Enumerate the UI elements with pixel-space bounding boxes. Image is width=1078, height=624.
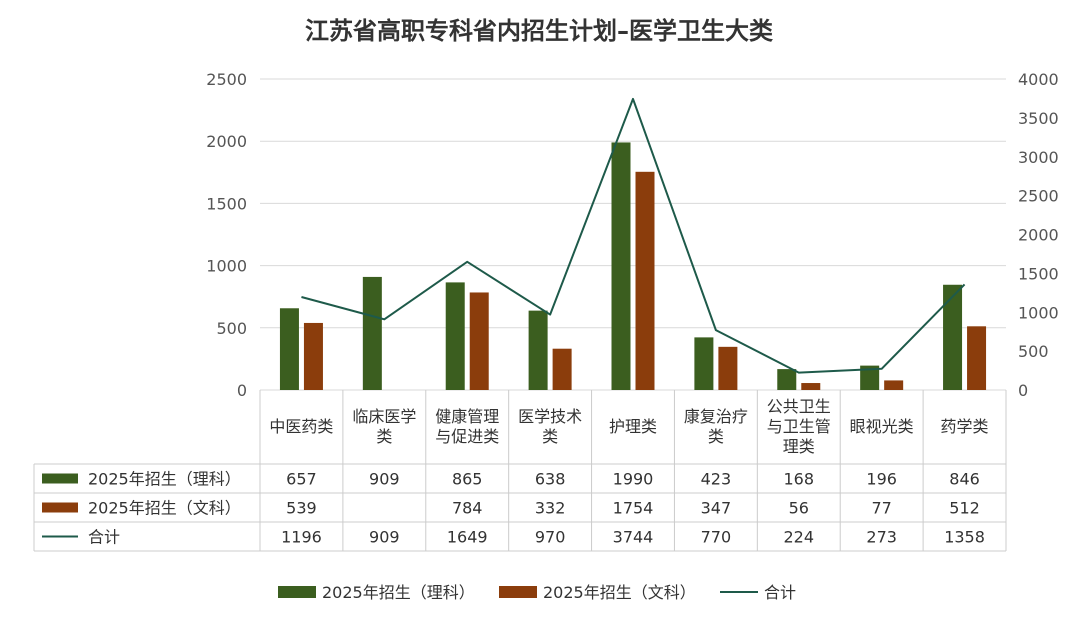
- legend-key: [278, 586, 316, 598]
- table-series-name: 合计: [88, 528, 120, 547]
- bar-series-1-4: [635, 171, 655, 390]
- category-label: 类: [708, 427, 724, 446]
- table-value: 423: [701, 470, 732, 489]
- bar-series-1-5: [718, 346, 738, 390]
- table-value: 1649: [447, 528, 488, 547]
- table-value: 909: [369, 528, 400, 547]
- table-value: 1990: [613, 470, 654, 489]
- right-tick-label: 1500: [1018, 264, 1059, 283]
- table-value: 512: [949, 499, 980, 518]
- bar-series-0-0: [279, 308, 299, 390]
- category-label: 医学技术: [518, 407, 582, 426]
- category-label: 与卫生管: [767, 417, 831, 436]
- bar-series-1-8: [967, 326, 987, 390]
- bar-series-0-7: [860, 365, 880, 390]
- bar-series-1-0: [303, 322, 323, 390]
- table-value: 970: [535, 528, 566, 547]
- category-label: 中医药类: [269, 417, 333, 436]
- left-tick-label: 2500: [206, 70, 247, 89]
- table-series-key: [42, 473, 78, 484]
- left-tick-label: 0: [237, 381, 247, 400]
- legend-label: 合计: [764, 583, 796, 602]
- total-line: [301, 97, 966, 374]
- category-label: 类: [542, 427, 558, 446]
- bar-series-1-2: [469, 292, 489, 390]
- right-tick-label: 4000: [1018, 70, 1059, 89]
- table-value: 1196: [281, 528, 322, 547]
- category-label: 康复治疗: [684, 407, 748, 426]
- right-tick-label: 0: [1018, 381, 1028, 400]
- bar-series-0-6: [777, 369, 797, 390]
- table-value: 3744: [613, 528, 654, 547]
- legend: 2025年招生（理科） 2025年招生（文科） 合计: [278, 583, 796, 602]
- table-value: 638: [535, 470, 566, 489]
- legend-label: 2025年招生（理科）: [322, 583, 475, 602]
- right-tick-label: 2500: [1018, 187, 1059, 206]
- left-tick-label: 2000: [206, 132, 247, 151]
- category-label: 理类: [783, 437, 815, 456]
- table-value: 1358: [944, 528, 985, 547]
- bar-series-1-7: [884, 380, 904, 390]
- left-tick-label: 1500: [206, 194, 247, 213]
- right-tick-label: 500: [1018, 342, 1049, 361]
- table-series-key: [42, 502, 78, 513]
- bar-series-0-3: [528, 310, 548, 390]
- table-value: 539: [286, 499, 317, 518]
- bar-series-0-2: [445, 282, 465, 390]
- table-value: 770: [701, 528, 732, 547]
- table-value: 273: [866, 528, 897, 547]
- bar-series-1-3: [552, 348, 572, 390]
- category-label: 类: [376, 427, 392, 446]
- category-label: 护理类: [609, 417, 657, 436]
- category-label: 临床医学: [352, 407, 416, 426]
- category-label: 与促进类: [435, 427, 499, 446]
- table-value: 784: [452, 499, 483, 518]
- category-label: 公共卫生: [767, 397, 831, 416]
- table-value: 332: [535, 499, 566, 518]
- table-value: 347: [701, 499, 732, 518]
- bar-series-0-1: [362, 276, 382, 390]
- category-label: 眼视光类: [850, 417, 914, 436]
- table-value: 56: [789, 499, 809, 518]
- legend-key: [499, 586, 537, 598]
- bars: [279, 142, 987, 390]
- right-tick-label: 3500: [1018, 109, 1059, 128]
- table-value: 846: [949, 470, 980, 489]
- table-value: 657: [286, 470, 317, 489]
- table-value: 77: [871, 499, 891, 518]
- category-label: 健康管理: [435, 407, 499, 426]
- left-tick-label: 1000: [206, 257, 247, 276]
- right-tick-label: 2000: [1018, 226, 1059, 245]
- bar-series-1-6: [801, 383, 821, 390]
- table-value: 168: [784, 470, 815, 489]
- data-table: 中医药类临床医学类健康管理与促进类医学技术类护理类康复治疗类公共卫生与卫生管理类…: [33, 390, 1007, 552]
- chart-title: 江苏省高职专科省内招生计划–医学卫生大类: [305, 17, 774, 45]
- bar-series-0-8: [943, 284, 963, 390]
- table-value: 865: [452, 470, 483, 489]
- right-y-axis: 0 500 1000 1500 2000 2500 3000 3500 4000: [1018, 70, 1059, 400]
- right-tick-label: 1000: [1018, 303, 1059, 322]
- bar-series-0-5: [694, 337, 714, 390]
- table-series-name: 2025年招生（理科）: [88, 470, 241, 489]
- bar-series-0-4: [611, 142, 631, 390]
- category-label: 药学类: [941, 417, 989, 436]
- table-value: 909: [369, 470, 400, 489]
- table-value: 1754: [613, 499, 654, 518]
- left-y-axis: 0 500 1000 1500 2000 2500: [206, 70, 247, 400]
- grid: [260, 78, 1006, 391]
- table-value: 196: [866, 470, 897, 489]
- right-tick-label: 3000: [1018, 148, 1059, 167]
- legend-label: 2025年招生（文科）: [543, 583, 696, 602]
- left-tick-label: 500: [216, 319, 247, 338]
- line-series-2: [301, 97, 966, 374]
- table-series-name: 2025年招生（文科）: [88, 499, 241, 518]
- table-value: 224: [784, 528, 815, 547]
